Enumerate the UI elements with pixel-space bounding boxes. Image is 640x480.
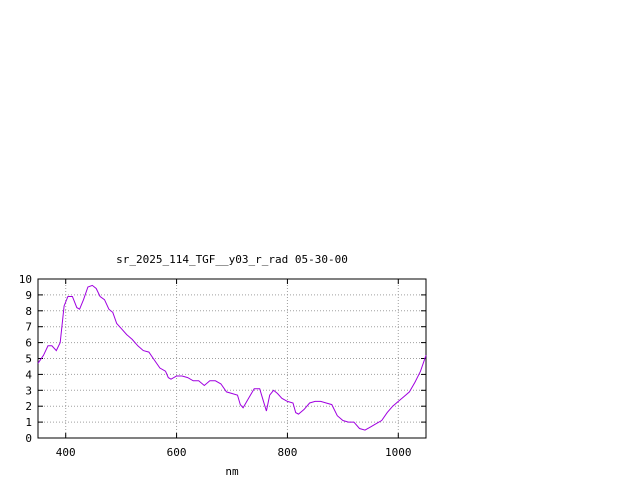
x-tick-label: 1000 [385, 446, 412, 459]
x-tick-label: 800 [277, 446, 297, 459]
y-tick-label: 8 [25, 305, 32, 318]
x-tick-label: 400 [56, 446, 76, 459]
y-tick-label: 3 [25, 384, 32, 397]
y-tick-label: 5 [25, 353, 32, 366]
y-tick-label: 7 [25, 321, 32, 334]
tick-labels: 0 1 2 3 4 5 6 7 8 9 10 400 600 800 1000 [19, 273, 412, 459]
y-tick-label: 6 [25, 337, 32, 350]
y-tick-label: 4 [25, 368, 32, 381]
x-tick-label: 600 [167, 446, 187, 459]
series-line [37, 284, 427, 431]
plot-frame [37, 278, 427, 439]
grid [38, 279, 426, 438]
axis-ticks [38, 278, 426, 439]
y-tick-label: 9 [25, 289, 32, 302]
y-tick-label: 0 [25, 432, 32, 445]
y-tick-label: 2 [25, 400, 32, 413]
y-tick-label: 10 [19, 273, 32, 286]
y-tick-label: 1 [25, 416, 32, 429]
chart-title: sr_2025_114_TGF__y03_r_rad 05-30-00 [116, 253, 348, 266]
x-axis-label: nm [225, 465, 239, 478]
